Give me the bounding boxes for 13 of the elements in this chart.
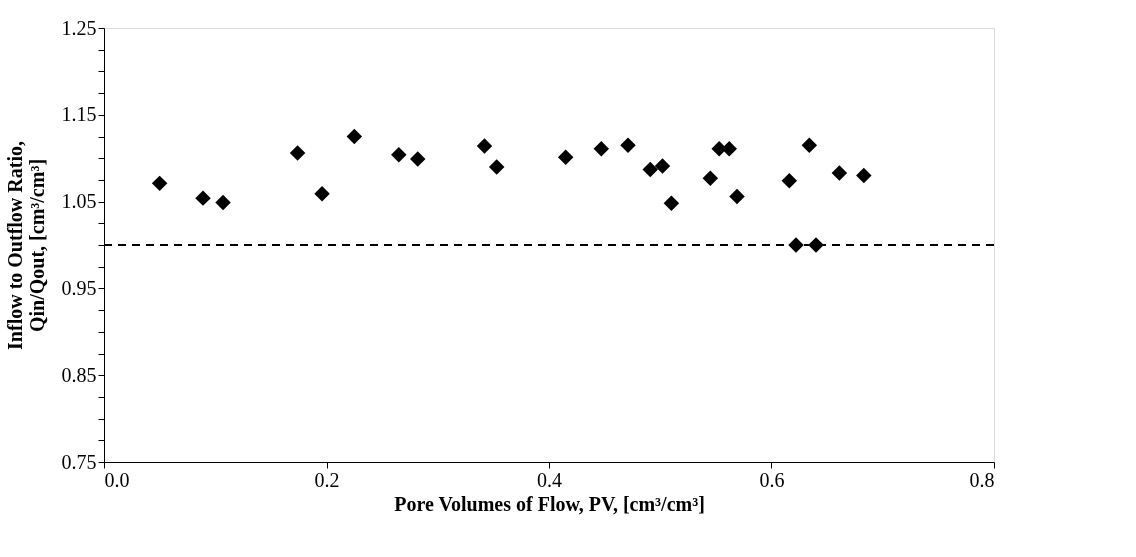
- x-tick-label: 0.6: [759, 468, 785, 491]
- x-tick-label: 0.2: [314, 468, 340, 491]
- y-tick-label: 1.05: [61, 190, 97, 213]
- x-axis-title: Pore Volumes of Flow, PV, [cm³/cm³]: [394, 492, 705, 515]
- x-tick-label: 0.4: [537, 468, 562, 491]
- x-tick-label: 0.8: [969, 468, 995, 491]
- y-axis-title: Inflow to Outflow Ratio, Qin/Qout, [cm³/cm³]: [3, 141, 48, 350]
- y-tick-label: 1.15: [61, 103, 97, 126]
- y-tick-label: 0.95: [61, 276, 97, 299]
- y-tick-label: 1.25: [61, 16, 97, 39]
- x-tick-label: 0.0: [104, 468, 130, 491]
- y-tick-label: 0.85: [61, 363, 97, 386]
- y-tick-label: 0.75: [61, 450, 97, 473]
